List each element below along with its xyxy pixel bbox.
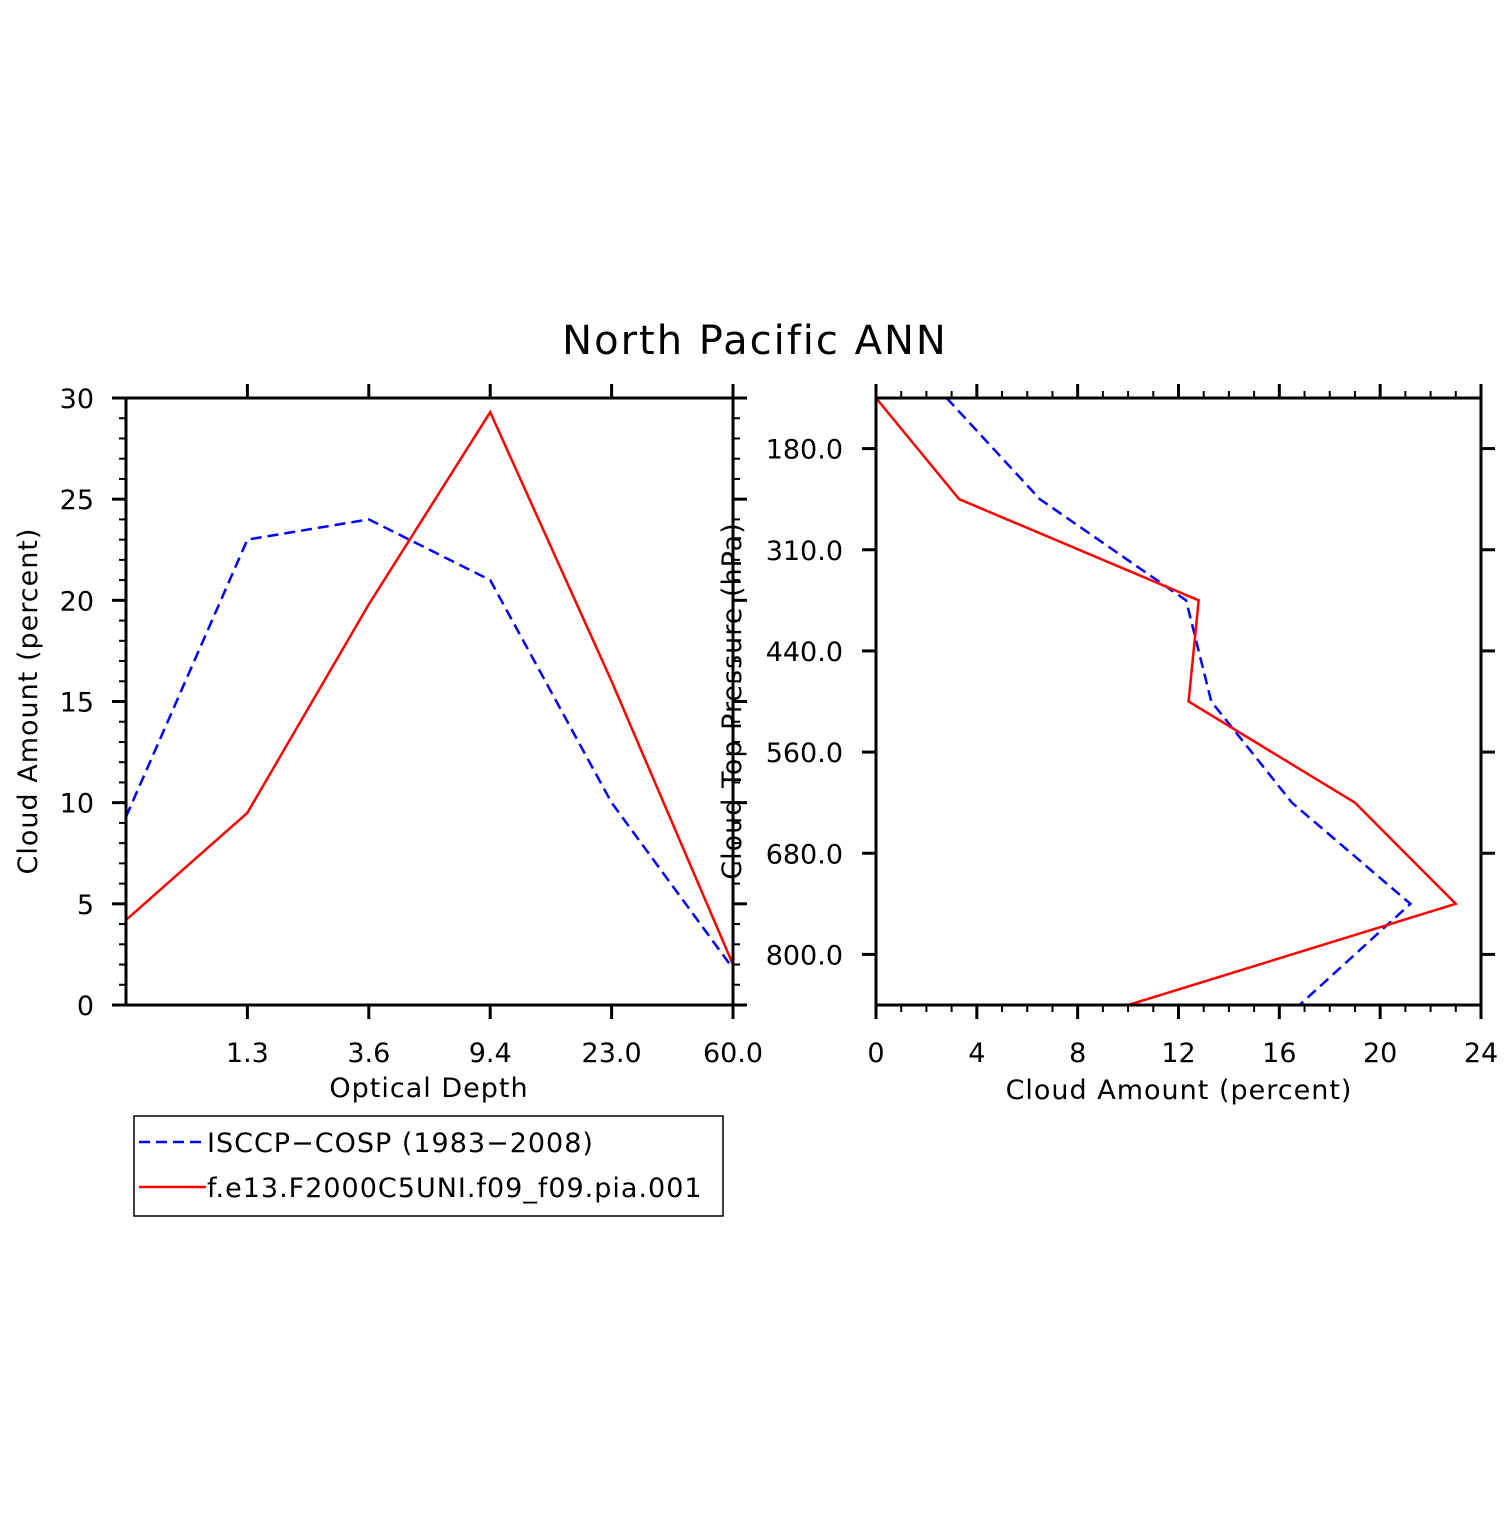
right-plot-frame bbox=[874, 396, 1483, 1007]
right-x-tick-label: 20 bbox=[1363, 1038, 1397, 1069]
left-x-tick-label: 3.6 bbox=[347, 1038, 390, 1069]
legend-label-model: f.e13.F2000C5UNI.f09_f09.pia.001 bbox=[207, 1173, 703, 1204]
left-y-axis-label: Cloud Amount (percent) bbox=[13, 528, 44, 875]
right-tick-marks bbox=[862, 384, 1495, 1019]
left-y-tick-label: 15 bbox=[60, 688, 94, 719]
right-panel: 0 4 8 12 16 20 24 180.0 310.0 440.0 560.0 680.0 800.… bbox=[717, 384, 1498, 1106]
right-series-obs-line bbox=[945, 397, 1413, 1006]
left-y-tick-label: 10 bbox=[60, 789, 94, 820]
right-x-tick-label: 16 bbox=[1262, 1038, 1296, 1069]
right-y-tick-label: 800.0 bbox=[766, 940, 843, 971]
right-x-tick-label: 4 bbox=[968, 1038, 985, 1069]
right-y-tick-label: 560.0 bbox=[766, 738, 843, 769]
left-y-tick-label: 20 bbox=[60, 586, 94, 617]
left-series-group bbox=[124, 409, 735, 970]
left-x-tick-label: 60.0 bbox=[703, 1038, 763, 1069]
chart-title: North Pacific ANN bbox=[562, 318, 948, 364]
legend-label-obs: ISCCP−COSP (1983−2008) bbox=[207, 1128, 594, 1159]
right-x-tick-label: 8 bbox=[1069, 1038, 1086, 1069]
right-series-model-line bbox=[875, 397, 1459, 1007]
left-tick-labels: 0 5 10 15 20 25 30 1.3 3.6 9.4 23.0 60.0 bbox=[60, 384, 763, 1069]
legend: ISCCP−COSP (1983−2008) f.e13.F2000C5UNI.… bbox=[133, 1115, 724, 1217]
legend-box bbox=[133, 1115, 724, 1217]
left-y-tick-label: 30 bbox=[60, 384, 94, 415]
left-tick-marks bbox=[112, 384, 747, 1019]
left-panel: 0 5 10 15 20 25 30 1.3 3.6 9.4 23.0 60.0 Optical De… bbox=[13, 384, 763, 1104]
right-y-tick-label: 440.0 bbox=[766, 637, 843, 668]
right-y-tick-label: 310.0 bbox=[766, 536, 843, 567]
right-y-tick-label: 180.0 bbox=[766, 435, 843, 466]
right-tick-labels: 0 4 8 12 16 20 24 180.0 310.0 440.0 560.0 680.0 800.… bbox=[766, 435, 1498, 1069]
left-plot-frame bbox=[124, 396, 735, 1007]
left-y-tick-label: 25 bbox=[60, 485, 94, 516]
left-x-tick-label: 1.3 bbox=[226, 1038, 269, 1069]
left-x-tick-label: 9.4 bbox=[469, 1038, 512, 1069]
left-x-axis-label: Optical Depth bbox=[329, 1073, 528, 1104]
left-y-tick-label: 5 bbox=[77, 890, 94, 921]
right-y-axis-label: Cloud Top Pressure (hPa) bbox=[717, 522, 748, 880]
right-x-tick-label: 24 bbox=[1464, 1038, 1498, 1069]
left-x-tick-label: 23.0 bbox=[582, 1038, 642, 1069]
left-series-obs-line bbox=[124, 518, 735, 970]
left-y-tick-label: 0 bbox=[77, 991, 94, 1022]
right-series-group bbox=[875, 397, 1459, 1007]
left-series-model-line bbox=[125, 409, 735, 966]
right-y-tick-label: 680.0 bbox=[766, 839, 843, 870]
right-x-tick-label: 0 bbox=[867, 1038, 884, 1069]
right-x-tick-label: 12 bbox=[1161, 1038, 1195, 1069]
right-x-axis-label: Cloud Amount (percent) bbox=[1006, 1075, 1353, 1106]
